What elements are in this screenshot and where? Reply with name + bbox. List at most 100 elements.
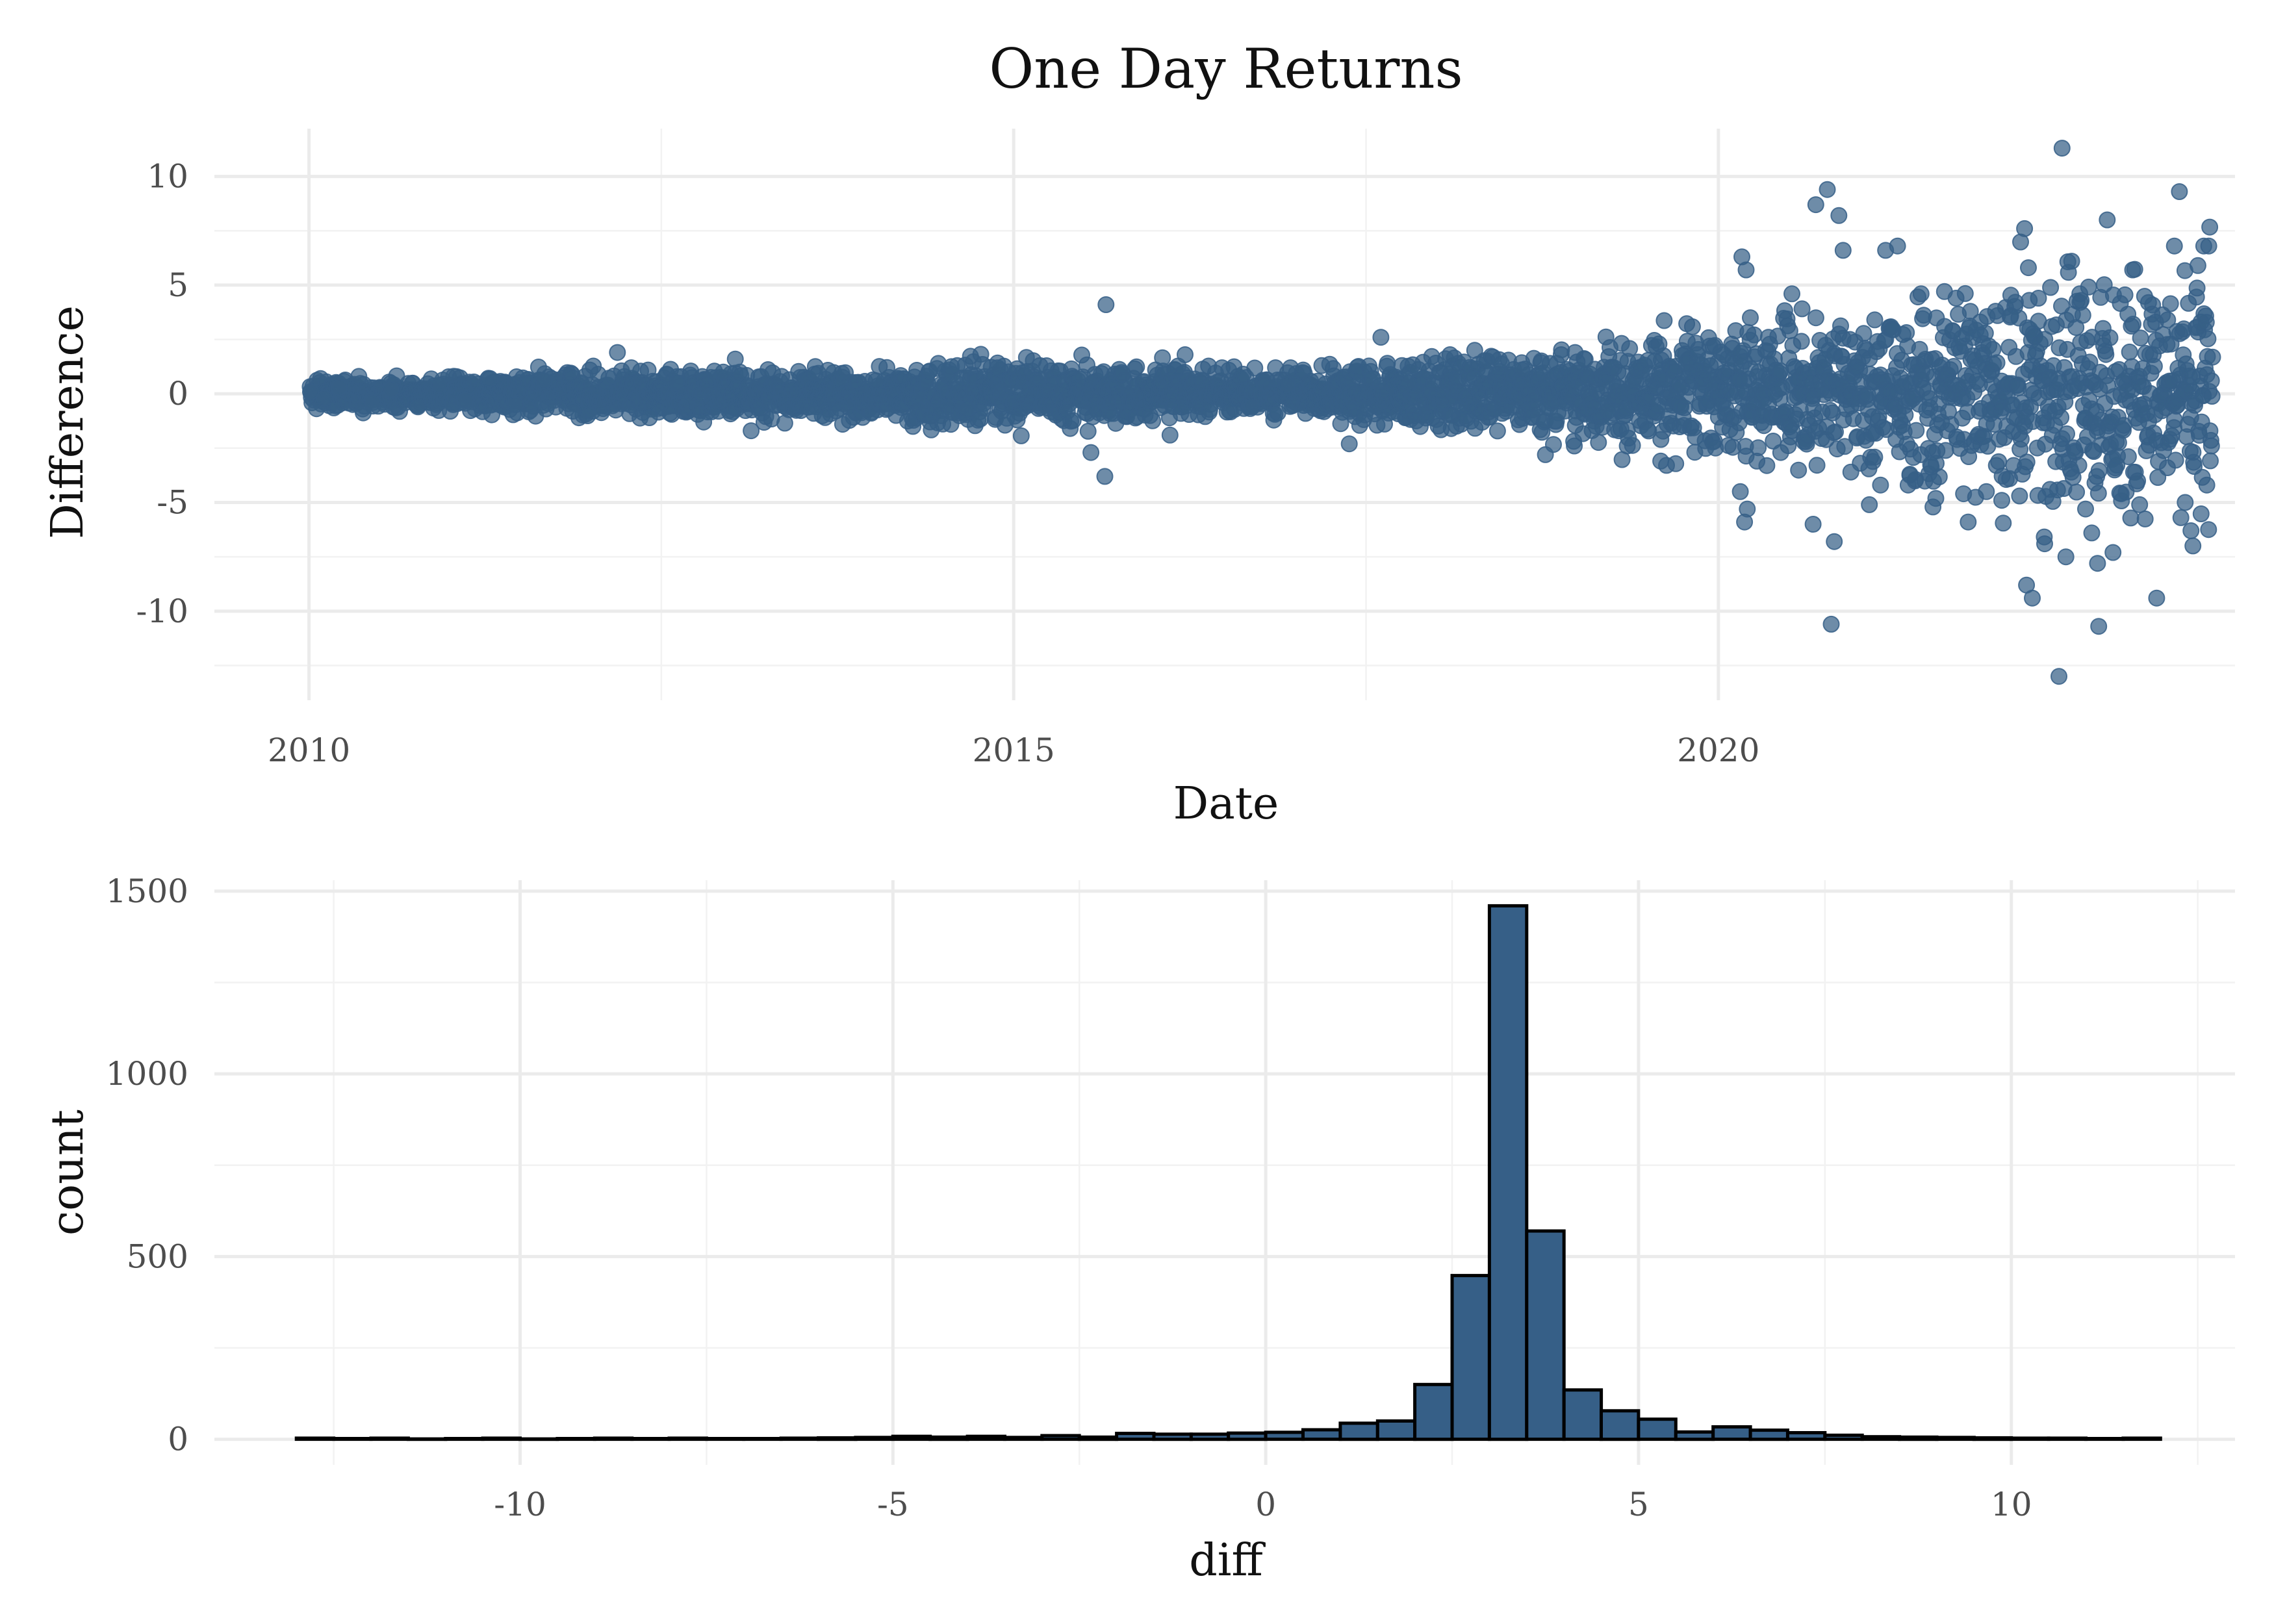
histogram-bar — [742, 1437, 783, 1441]
scatter-point — [457, 392, 474, 409]
scatter-point — [1442, 420, 1460, 437]
scatter-point — [726, 350, 744, 368]
scatter-point — [2199, 330, 2217, 348]
scatter-point — [2053, 140, 2071, 157]
scatter-point — [2077, 500, 2094, 518]
scatter-point — [1399, 374, 1417, 392]
histogram-bar — [1823, 1433, 1864, 1441]
scatter-y-tick-label: -10 — [136, 592, 188, 630]
histogram-bar — [1003, 1436, 1044, 1441]
histogram-bar — [630, 1437, 671, 1441]
histogram-bar — [1301, 1428, 1342, 1441]
scatter-point — [1618, 437, 1636, 455]
scatter-point — [1908, 422, 1925, 439]
scatter-point — [1956, 285, 1974, 302]
scatter-point — [1995, 514, 2012, 532]
scatter-point — [2024, 589, 2041, 607]
scatter-point — [1031, 357, 1049, 374]
scatter-point — [2071, 285, 2089, 303]
figure-title: One Day Returns — [989, 37, 1463, 101]
scatter-point — [2083, 524, 2101, 542]
histogram-bar — [332, 1437, 373, 1441]
histogram-bar — [294, 1436, 336, 1441]
scatter-point — [695, 413, 713, 431]
scatter-point — [622, 359, 640, 377]
scatter-point — [1819, 181, 1836, 198]
scatter-point — [2177, 494, 2194, 511]
scatter-point — [2182, 522, 2200, 539]
scatter-point — [1667, 455, 1685, 472]
histogram-x-axis-title: diff — [1189, 1535, 1266, 1586]
scatter-point — [1313, 357, 1331, 374]
histogram-bar — [1711, 1425, 1752, 1441]
scatter-point — [2200, 237, 2217, 255]
scatter-point — [2099, 211, 2116, 229]
histogram-bar — [928, 1435, 969, 1441]
scatter-point — [2104, 544, 2122, 561]
scatter-point — [1441, 346, 1459, 363]
scatter-point — [2050, 668, 2067, 685]
histogram-bar — [2010, 1436, 2050, 1441]
scatter-point — [2058, 425, 2075, 442]
histogram-bar — [1152, 1432, 1193, 1441]
histogram-bar — [369, 1436, 410, 1441]
histogram-y-tick-label: 1000 — [106, 1055, 188, 1093]
histogram-bar — [1338, 1421, 1379, 1441]
histogram-bar — [1935, 1436, 1976, 1441]
histogram-bar — [1115, 1432, 1156, 1441]
histogram-bar — [1860, 1435, 1902, 1441]
scatter-point — [958, 400, 975, 418]
histogram-y-axis-title: count — [42, 1110, 94, 1236]
scatter-point — [350, 368, 368, 385]
scatter-point — [2122, 509, 2140, 527]
histogram-bar — [556, 1437, 596, 1441]
histogram-gridlines — [214, 880, 2235, 1465]
histogram-bar — [593, 1436, 634, 1441]
scatter-point — [1971, 313, 1989, 331]
histogram-bar — [1450, 1274, 1491, 1441]
scatter-point — [641, 409, 658, 426]
scatter-point — [1279, 376, 1296, 394]
histogram-bar — [667, 1436, 708, 1441]
scatter-point — [1372, 329, 1390, 346]
scatter-point — [1912, 285, 1930, 303]
histogram-bar — [1898, 1435, 1939, 1441]
scatter-point — [930, 355, 947, 372]
scatter-point — [1783, 285, 1800, 303]
histogram-bar — [1077, 1435, 1119, 1441]
scatter-point — [1678, 355, 1695, 372]
scatter-point — [1488, 422, 1506, 440]
scatter-point — [1807, 196, 1824, 214]
scatter-point — [2042, 279, 2060, 296]
scatter-point — [1793, 300, 1811, 318]
scatter-point — [2203, 388, 2221, 405]
scatter-point — [1082, 444, 1100, 461]
scatter-point — [1244, 398, 1261, 416]
scatter-point — [2119, 448, 2137, 466]
scatter-point — [1759, 329, 1777, 346]
histogram-bar — [1637, 1417, 1678, 1441]
scatter-point — [1340, 435, 1358, 453]
scatter-x-tick-label: 2015 — [973, 731, 1055, 769]
histogram-x-tick-label: 5 — [1628, 1486, 1649, 1523]
scatter-point — [1834, 242, 1852, 259]
scatter-point — [2203, 437, 2220, 455]
histogram-bar — [965, 1434, 1006, 1441]
scatter-point — [564, 403, 581, 420]
scatter-point — [2097, 346, 2115, 363]
scatter-point — [1737, 261, 1755, 279]
histogram-panel: 0 500 1000 1500 -10 -5 0 5 10 diff count — [42, 872, 2235, 1586]
scatter-point — [2020, 259, 2037, 277]
scatter-point — [773, 368, 790, 385]
scatter-x-tick-label: 2010 — [268, 731, 350, 769]
histogram-bar — [481, 1436, 522, 1441]
scatter-y-tick-label: -5 — [157, 484, 188, 522]
scatter-point — [1466, 342, 1483, 359]
scatter-point — [2041, 481, 2059, 498]
histogram-bar — [1525, 1229, 1566, 1441]
scatter-point — [1079, 422, 1097, 440]
histogram-y-tick-label: 1500 — [106, 872, 188, 910]
scatter-point — [1742, 309, 1759, 327]
histogram-bars — [294, 904, 2162, 1441]
histogram-bar — [518, 1437, 559, 1441]
